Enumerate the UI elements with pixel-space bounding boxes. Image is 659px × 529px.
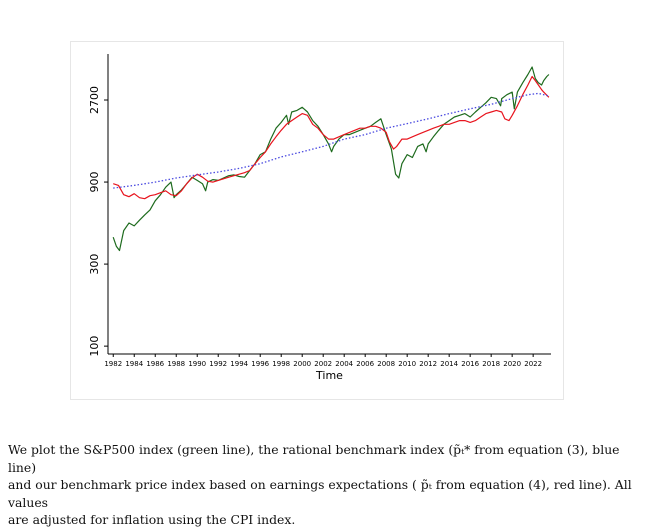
x-tick-label: 1994: [230, 360, 248, 368]
x-tick-label: 2022: [524, 360, 542, 368]
x-tick-label: 2016: [461, 360, 479, 368]
x-ticks: 1982 1984 1986 1988 1990 1992 1994 1996 1998 2000…: [104, 354, 542, 368]
figure-frame: 100 300 900 2700 1982 1984 1986 1988 1990 1992 19…: [70, 41, 564, 400]
x-tick-label: 1988: [167, 360, 185, 368]
x-tick-label: 2000: [293, 360, 311, 368]
x-tick-label: 1998: [272, 360, 290, 368]
y-ticks: 100 300 900 2700: [88, 86, 108, 357]
x-tick-label: 1996: [251, 360, 269, 368]
axes: [107, 54, 551, 355]
x-tick-label: 2014: [440, 360, 458, 368]
series-sp500-line: [112, 66, 550, 252]
series-group: [112, 66, 550, 252]
series-earnings-benchmark-line: [113, 75, 550, 200]
x-tick-label: 2012: [419, 360, 437, 368]
y-tick-label: 2700: [88, 86, 101, 114]
caption-line-1: We plot the S&P500 index (green line), t…: [8, 442, 620, 475]
caption-line-2: and our benchmark price index based on e…: [8, 477, 632, 510]
x-tick-label: 1990: [188, 360, 206, 368]
x-tick-label: 1992: [209, 360, 227, 368]
caption-line-3: are adjusted for inflation using the CPI…: [8, 512, 296, 527]
x-tick-label: 2004: [335, 360, 353, 368]
y-tick-label: 100: [88, 336, 101, 357]
x-tick-label: 2008: [377, 360, 395, 368]
figure-caption: We plot the S&P500 index (green line), t…: [8, 441, 648, 529]
x-tick-label: 2006: [356, 360, 374, 368]
x-tick-label: 1982: [104, 360, 122, 368]
x-tick-label: 2018: [482, 360, 500, 368]
y-tick-label: 300: [88, 254, 101, 275]
x-tick-label: 2010: [398, 360, 416, 368]
x-axis-title: Time: [315, 369, 343, 382]
x-tick-label: 2002: [314, 360, 332, 368]
x-tick-label: 2020: [503, 360, 521, 368]
y-tick-label: 900: [88, 172, 101, 193]
x-tick-label: 1984: [125, 360, 143, 368]
x-tick-label: 1986: [146, 360, 164, 368]
series-rational-benchmark-line: [113, 92, 550, 189]
